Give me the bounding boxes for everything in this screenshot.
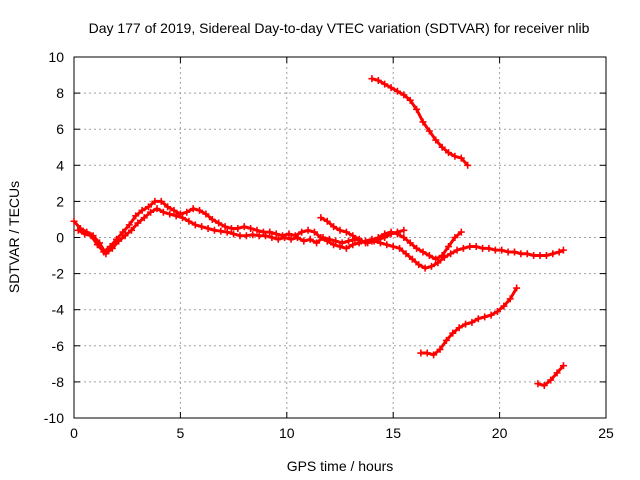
y-tick-label: -10 [44,410,64,426]
y-tick-label: 10 [48,49,64,65]
x-axis-ticks: 0 5 10 15 20 25 [70,57,614,441]
x-tick-label: 15 [385,425,401,441]
series-arc-small [317,214,465,263]
series-trace [77,199,405,254]
chart-title: Day 177 of 2019, Sidereal Day-to-day VTE… [89,20,590,36]
x-tick-label: 10 [279,425,295,441]
y-tick-label: 2 [56,193,64,209]
grid [74,57,606,418]
y-tick-label: -2 [52,266,65,282]
series-trace [320,216,463,261]
y-tick-label: 4 [56,157,64,173]
x-axis-label: GPS time / hours [287,458,394,474]
y-tick-label: -8 [52,374,65,390]
y-tick-label: -6 [52,338,65,354]
y-axis-label: SDTVAR / TECUs [6,181,22,293]
series-trace [72,207,565,270]
series-arc-main-a [70,205,567,272]
series-arc-top [368,75,472,169]
series-arc-bottom [534,362,567,390]
series-trace [537,364,565,388]
x-tick-label: 25 [598,425,614,441]
x-tick-label: 0 [70,425,78,441]
x-tick-label: 20 [492,425,508,441]
data-points [70,75,567,390]
series-trace [371,77,469,167]
y-tick-label: 0 [56,230,64,246]
series-trace [420,287,518,357]
y-tick-label: 8 [56,85,64,101]
y-tick-label: 6 [56,121,64,137]
series-arc-mid-low [417,284,521,359]
y-axis-ticks: -10 -8 -6 -4 -2 0 2 4 6 8 10 [44,49,606,426]
y-tick-label: -4 [52,302,65,318]
x-tick-label: 5 [177,425,185,441]
series-arc-main-b [74,197,408,256]
